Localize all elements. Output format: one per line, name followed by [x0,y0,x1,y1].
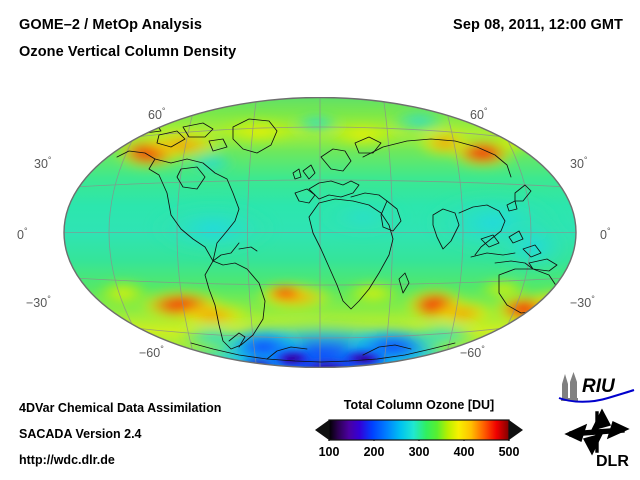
colorbar-left-cap [315,420,329,440]
graticule [64,97,576,368]
lat-label-right-m30: −30° [570,294,595,311]
dlr-logo: DLR [562,408,636,470]
lat-label-right-0: 0° [600,226,611,243]
colorbar-tick-200: 200 [363,445,385,459]
riu-tower-icon [561,372,578,401]
lat-label-right-m60: −60° [460,344,485,361]
lat-label-left-m30: −30° [26,294,51,311]
footer-line-assimilation: 4DVar Chemical Data Assimilation [19,401,222,415]
lat-label-left-60: 60° [148,106,166,123]
lat-label-left-0: 0° [17,226,28,243]
timestamp-label: Sep 08, 2011, 12:00 GMT [453,17,623,33]
colorbar-tick-400: 400 [453,445,475,459]
colorbar: Total Column Ozone [DU] 100 200 300 400 500 [313,398,525,470]
colorbar-tick-500: 500 [498,445,520,459]
world-ozone-map [63,97,577,368]
map-canvas [63,97,577,368]
footer-line-url[interactable]: http://wdc.dlr.de [19,453,115,467]
riu-wave-icon [558,389,635,403]
lat-label-right-60: 60° [470,106,488,123]
lat-label-left-m60: −60° [139,344,164,361]
ozone-field [64,97,576,368]
riu-logo: RIU [556,372,636,404]
dlr-mark-icon [564,408,630,456]
page-subtitle: Ozone Vertical Column Density [19,44,237,60]
colorbar-tick-100: 100 [318,445,340,459]
globe-outline [63,97,577,368]
lat-label-left-30: 30° [34,155,52,172]
colorbar-gradient [313,419,525,441]
colorbar-title: Total Column Ozone [DU] [343,398,495,412]
page-title: GOME–2 / MetOp Analysis [19,17,203,33]
riu-wordmark: RIU [582,376,616,397]
colorbar-tick-300: 300 [408,445,430,459]
dlr-wordmark: DLR [596,453,629,470]
colorbar-right-cap [509,420,523,440]
footer-line-version: SACADA Version 2.4 [19,427,142,441]
colorbar-tick-labels: 100 200 300 400 500 [313,445,525,465]
lat-label-right-30: 30° [570,155,588,172]
